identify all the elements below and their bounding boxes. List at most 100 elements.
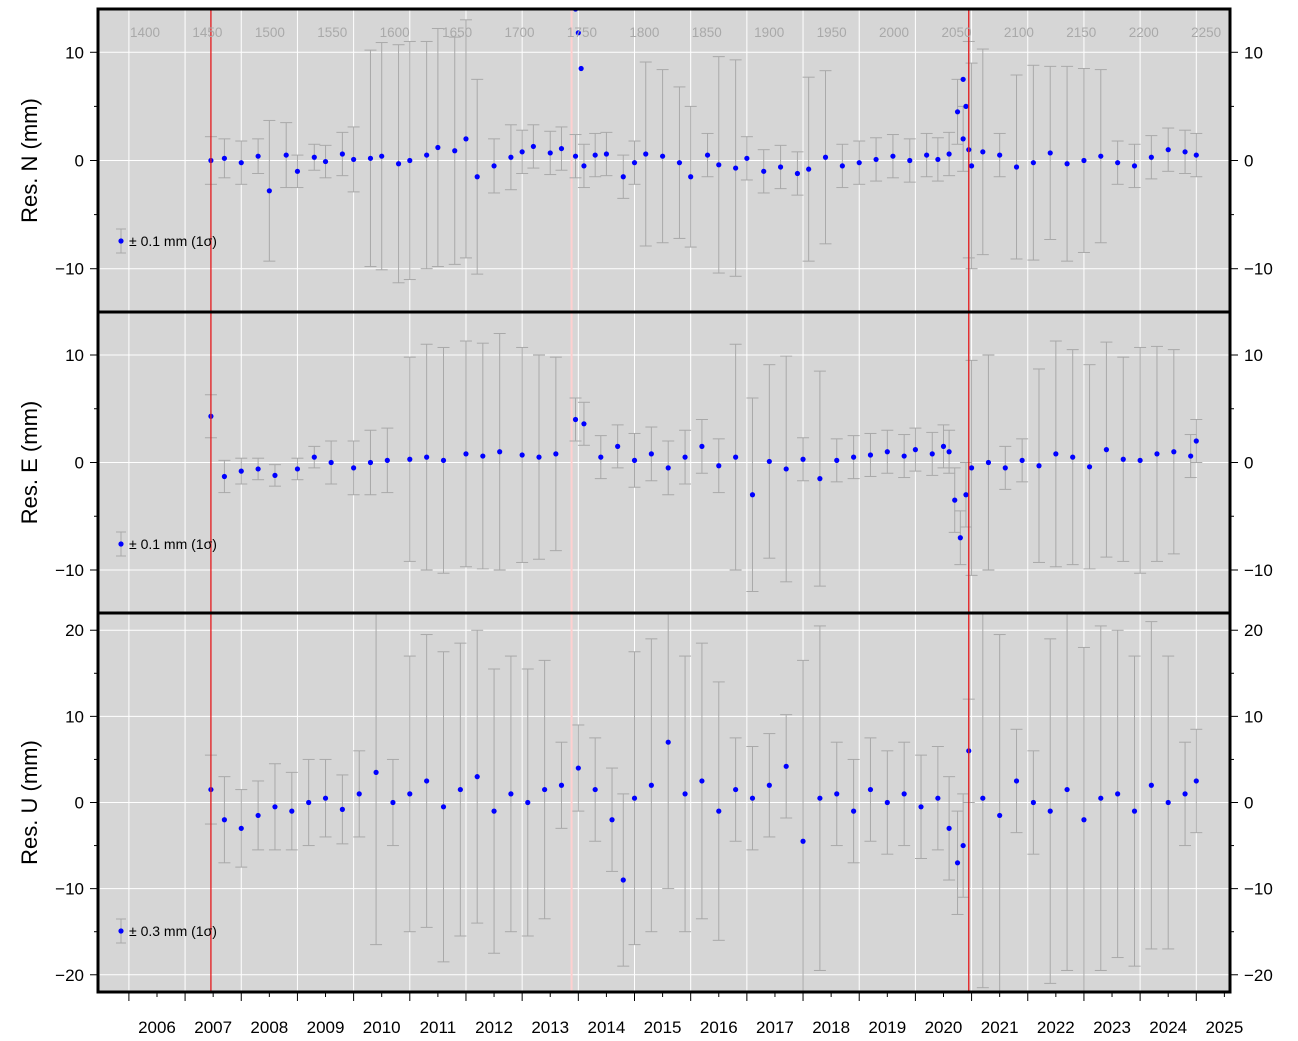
data-point (997, 812, 1003, 819)
data-point (221, 155, 228, 161)
data-point (733, 454, 739, 460)
data-point (907, 157, 913, 164)
y-tick-label-left: 0 (75, 794, 84, 813)
data-point (800, 838, 806, 844)
data-point (901, 453, 907, 459)
y-tick-label-left: 10 (65, 346, 84, 365)
top-axis-tick-label: 2050 (941, 25, 971, 40)
data-point (884, 449, 890, 455)
data-point (867, 786, 874, 793)
data-point (1120, 456, 1126, 462)
data-point (255, 466, 261, 472)
top-axis-tick-label: 1450 (192, 25, 222, 40)
data-point (497, 449, 503, 455)
data-point (367, 459, 374, 466)
y-tick-label-left: 0 (75, 454, 84, 473)
y-tick-label-right: 0 (1244, 794, 1253, 813)
data-point (980, 795, 986, 801)
data-point (1086, 464, 1093, 470)
data-point (822, 154, 829, 160)
data-point (558, 145, 565, 152)
data-point (851, 808, 857, 814)
x-tick-label: 2020 (925, 1018, 963, 1037)
data-point (867, 452, 874, 458)
data-point (384, 457, 390, 463)
data-point (542, 786, 548, 793)
y-axis-label: Res. N (mm) (17, 98, 42, 223)
data-point (435, 144, 441, 151)
data-point (817, 476, 823, 482)
data-point (800, 456, 806, 462)
data-point (351, 465, 357, 471)
data-point (283, 152, 289, 158)
series-residuals (204, 613, 1203, 992)
data-point (367, 155, 374, 161)
data-point (620, 174, 626, 180)
x-tick-label: 2023 (1093, 1018, 1131, 1037)
x-tick-label: 2022 (1037, 1018, 1075, 1037)
top-axis-tick-label: 2100 (1004, 25, 1034, 40)
data-point (457, 786, 463, 793)
y-tick-label-right: −10 (1244, 880, 1273, 899)
data-point (963, 103, 969, 109)
data-point (1115, 160, 1121, 166)
data-point (744, 155, 750, 161)
series-outliers (572, 9, 969, 109)
y-tick-label-right: −10 (1244, 561, 1273, 580)
data-point (794, 170, 801, 177)
data-point (940, 443, 947, 449)
data-point (322, 158, 329, 165)
data-point (716, 463, 722, 469)
data-point (306, 799, 312, 806)
plot-area (98, 9, 1230, 312)
top-axis-tick-label: 1750 (567, 25, 597, 40)
data-point (255, 153, 261, 159)
data-point (924, 152, 930, 158)
y-tick-label-left: 10 (65, 43, 84, 62)
data-point (238, 468, 244, 474)
legend: ± 0.1 mm (1σ) (116, 228, 217, 254)
data-point (682, 454, 688, 460)
x-tick-label: 2019 (868, 1018, 906, 1037)
legend: ± 0.1 mm (1σ) (116, 531, 217, 557)
top-axis-tick-label: 1900 (754, 25, 784, 40)
data-point (581, 421, 587, 427)
data-point (572, 153, 579, 159)
data-point (525, 799, 531, 806)
data-point (463, 451, 469, 457)
data-point (603, 151, 610, 157)
data-point (1165, 799, 1171, 806)
data-point (1019, 457, 1025, 463)
data-point (946, 449, 952, 455)
data-point (328, 459, 334, 466)
data-point (1115, 791, 1121, 797)
data-point (839, 163, 845, 169)
top-axis-tick-label: 1600 (380, 25, 410, 40)
x-tick-label: 2006 (138, 1018, 176, 1037)
data-point (474, 774, 480, 780)
x-tick-label: 2012 (475, 1018, 513, 1037)
data-point (1137, 457, 1143, 463)
top-axis-tick-label: 1700 (505, 25, 535, 40)
data-point (272, 804, 278, 810)
x-tick-label: 2018 (812, 1018, 850, 1037)
data-point (480, 453, 486, 459)
data-point (1030, 799, 1036, 806)
data-point (957, 535, 963, 541)
data-point (1098, 795, 1104, 801)
data-point (1070, 454, 1076, 460)
data-point (954, 860, 961, 866)
data-point (620, 877, 626, 883)
data-point (699, 778, 705, 784)
x-tick-label: 2021 (981, 1018, 1019, 1037)
y-tick-label-right: 10 (1244, 707, 1263, 726)
data-point (491, 163, 497, 169)
legend-marker (118, 541, 124, 547)
data-point (1030, 160, 1036, 166)
data-point (339, 151, 345, 157)
data-point (508, 791, 514, 797)
data-point (834, 457, 840, 463)
data-point (985, 459, 992, 466)
top-axis-tick-label: 2200 (1129, 25, 1159, 40)
